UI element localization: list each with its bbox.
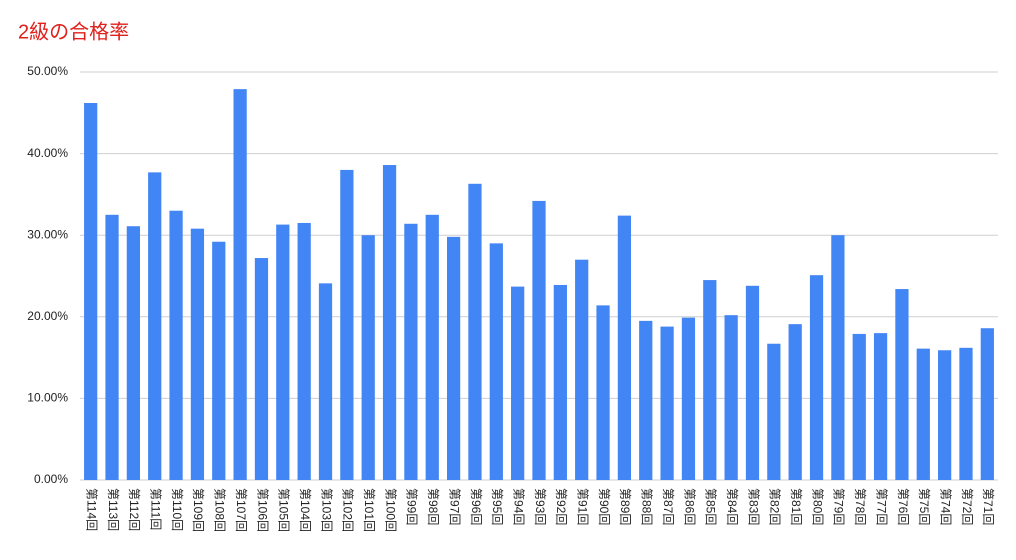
x-tick-label: 第96回 bbox=[469, 488, 483, 525]
x-tick-label: 第88回 bbox=[640, 488, 654, 525]
bar bbox=[959, 347, 973, 480]
x-tick-label: 第82回 bbox=[768, 488, 782, 525]
x-tick-label: 第113回 bbox=[106, 488, 120, 531]
x-tick-label: 第112回 bbox=[127, 488, 141, 531]
x-tick-label: 第109回 bbox=[191, 488, 205, 532]
bar bbox=[511, 286, 525, 480]
x-tick-label: 第90回 bbox=[597, 488, 611, 525]
x-tick-label: 第99回 bbox=[405, 488, 419, 525]
x-tick-label: 第98回 bbox=[426, 488, 440, 525]
bar bbox=[916, 348, 930, 480]
bar bbox=[575, 259, 589, 480]
x-tick-label: 第93回 bbox=[533, 488, 547, 525]
x-tick-label: 第78回 bbox=[853, 488, 867, 525]
x-tick-label: 第105回 bbox=[277, 488, 291, 532]
bar bbox=[938, 350, 952, 480]
x-tick-label: 第71回 bbox=[981, 488, 995, 525]
x-tick-label: 第74回 bbox=[938, 488, 952, 525]
x-tick-label: 第75回 bbox=[917, 488, 931, 525]
bar bbox=[980, 328, 994, 480]
y-tick-label: 0.00% bbox=[34, 472, 68, 486]
x-tick-label: 第97回 bbox=[447, 488, 461, 525]
y-tick-label: 30.00% bbox=[27, 227, 68, 241]
bar bbox=[639, 320, 653, 480]
x-tick-label: 第79回 bbox=[832, 488, 846, 525]
x-tick-label: 第111回 bbox=[149, 488, 163, 530]
x-tick-label: 第76回 bbox=[896, 488, 910, 525]
x-tick-label: 第100回 bbox=[383, 488, 397, 532]
x-tick-label: 第87回 bbox=[661, 488, 675, 525]
x-tick-label: 第94回 bbox=[511, 488, 525, 525]
x-tick-label: 第102回 bbox=[341, 488, 355, 532]
bar bbox=[276, 224, 290, 480]
x-tick-label: 第80回 bbox=[810, 488, 824, 525]
bar bbox=[553, 284, 567, 480]
x-tick-label: 第110回 bbox=[170, 488, 184, 531]
bar bbox=[190, 228, 205, 480]
bar bbox=[84, 103, 98, 481]
bar bbox=[767, 343, 781, 480]
x-tick-label: 第107回 bbox=[234, 488, 248, 532]
bar bbox=[361, 235, 375, 480]
x-tick-label: 第81回 bbox=[789, 488, 803, 525]
x-tick-label: 第86回 bbox=[682, 488, 696, 525]
bar bbox=[895, 289, 909, 480]
bar bbox=[873, 333, 888, 480]
y-tick-label: 50.00% bbox=[27, 64, 68, 78]
bar bbox=[404, 223, 418, 480]
bar bbox=[660, 326, 674, 480]
bar bbox=[468, 183, 482, 481]
bar bbox=[382, 165, 397, 481]
x-tick-label: 第101回 bbox=[362, 488, 376, 532]
y-tick-label: 20.00% bbox=[27, 309, 68, 323]
bar bbox=[446, 236, 461, 480]
bar bbox=[617, 215, 632, 480]
x-tick-label: 第95回 bbox=[490, 488, 504, 525]
x-tick-label: 第108回 bbox=[213, 488, 227, 532]
y-tick-label: 10.00% bbox=[27, 391, 68, 405]
bar bbox=[169, 210, 183, 480]
bar bbox=[148, 172, 162, 481]
bar bbox=[596, 305, 610, 480]
x-tick-label: 第106回 bbox=[255, 488, 269, 532]
x-tick-label: 第92回 bbox=[554, 488, 568, 525]
bar bbox=[212, 241, 226, 480]
bar bbox=[340, 169, 354, 481]
bar bbox=[852, 333, 866, 480]
bar bbox=[532, 200, 546, 481]
x-tick-label: 第72回 bbox=[960, 488, 974, 525]
bar bbox=[724, 315, 738, 480]
bar bbox=[489, 243, 503, 480]
x-tick-label: 第91回 bbox=[576, 488, 590, 525]
x-tick-label: 第104回 bbox=[298, 488, 312, 532]
bar bbox=[831, 235, 845, 480]
bar bbox=[788, 324, 802, 480]
chart-title: 2級の合格率 bbox=[18, 20, 129, 43]
bar bbox=[254, 258, 269, 480]
y-tick-label: 40.00% bbox=[27, 146, 68, 160]
x-tick-label: 第89回 bbox=[618, 488, 632, 525]
bar bbox=[703, 280, 717, 480]
bar bbox=[233, 89, 247, 481]
x-tick-label: 第84回 bbox=[725, 488, 739, 525]
bar bbox=[105, 214, 119, 481]
x-tick-label: 第85回 bbox=[704, 488, 718, 525]
bar bbox=[745, 285, 760, 480]
x-tick-label: 第103回 bbox=[319, 488, 333, 532]
bar bbox=[126, 226, 140, 480]
bar bbox=[809, 275, 824, 480]
x-tick-label: 第114回 bbox=[85, 488, 99, 531]
bar bbox=[318, 283, 333, 480]
bar bbox=[681, 317, 696, 480]
bar bbox=[425, 214, 439, 481]
x-tick-label: 第77回 bbox=[874, 488, 888, 525]
x-tick-label: 第83回 bbox=[746, 488, 760, 525]
bar bbox=[297, 222, 311, 480]
